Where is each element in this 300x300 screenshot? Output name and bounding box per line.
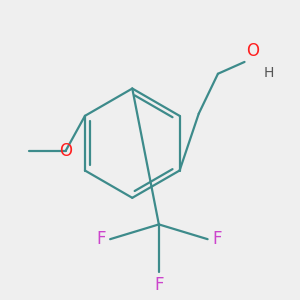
Text: F: F xyxy=(96,230,106,248)
Text: H: H xyxy=(264,66,274,80)
Text: O: O xyxy=(59,142,72,160)
Text: F: F xyxy=(212,230,221,248)
Text: F: F xyxy=(154,276,164,294)
Text: O: O xyxy=(246,43,259,61)
